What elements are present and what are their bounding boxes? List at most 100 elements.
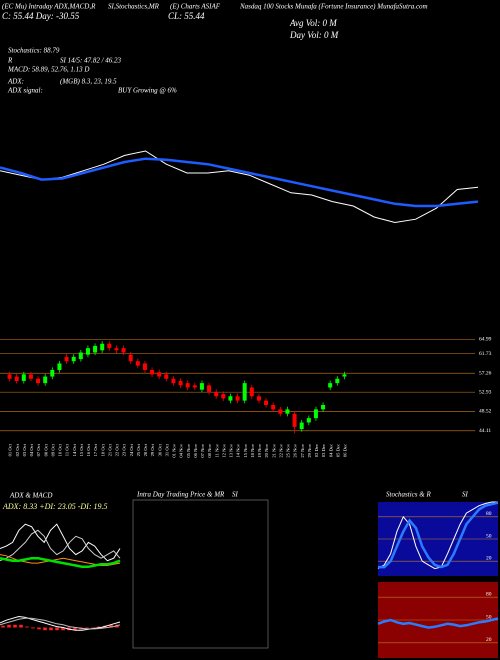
candle-body (50, 370, 55, 377)
x-tick-label: 12 Nov (221, 443, 226, 457)
x-tick-label: 11 Oct (65, 443, 70, 456)
y-tick-label: 64.99 (479, 337, 492, 343)
candle-body (107, 343, 112, 349)
stat-text: (MGB) 8.3, 23, 19.5 (60, 78, 117, 86)
histogram-bar (73, 627, 77, 631)
histogram-bar (31, 627, 35, 629)
candle-body (185, 383, 190, 388)
x-tick-label: 22 Oct (115, 443, 120, 456)
header-title: (EC Mu) Intraday ADX,MACD,R (2, 3, 96, 11)
candle-body (306, 418, 311, 423)
panel-subtitle: ADX: 8.33 +DI: 23.05 -DI: 19.5 (2, 502, 108, 511)
x-tick-label: 19 Nov (257, 443, 262, 457)
x-tick-label: 24 Oct (129, 443, 134, 456)
x-tick-label: 06 Nov (193, 443, 198, 457)
header-title: Nasdaq 100 Stocks Munafa (Fortune Insura… (239, 3, 428, 11)
series-line (0, 523, 121, 562)
candle-body (335, 378, 340, 384)
x-tick-label: 15 Nov (243, 443, 248, 457)
candle-body (299, 422, 304, 430)
panel-title: Stochastics & R (386, 491, 431, 499)
candle-body (64, 356, 69, 362)
x-tick-label: 30 Oct (157, 443, 162, 456)
y-tick-label: 80 (486, 511, 492, 517)
candle-body (249, 387, 254, 397)
candle-body (121, 348, 126, 353)
x-tick-label: 02 Oct (15, 443, 20, 456)
x-tick-label: 17 Oct (93, 443, 98, 456)
x-tick-label: 02 Dec (314, 444, 319, 457)
header-title: (E) Charts ASIAF (170, 3, 221, 11)
x-tick-label: 22 Nov (278, 443, 283, 457)
candle-body (321, 405, 326, 410)
candle-body (192, 385, 197, 388)
candle-body (264, 400, 269, 405)
histogram-bar (7, 624, 11, 628)
x-tick-label: 21 Oct (107, 443, 112, 456)
close-text: C: 55.44 Day: -30.55 (2, 11, 80, 21)
candle-body (43, 376, 48, 384)
y-tick-label: 52.93 (479, 389, 492, 395)
stat-text: ADX: (7, 78, 24, 86)
x-tick-label: 04 Nov (179, 443, 184, 457)
panel-box (132, 499, 269, 649)
x-tick-label: 04 Oct (29, 443, 34, 456)
candle-body (278, 409, 283, 414)
x-tick-label: 05 Dec (335, 444, 340, 457)
series-line (377, 617, 499, 629)
candle-body (164, 374, 169, 379)
x-tick-label: 01 Oct (8, 443, 13, 456)
candle-body (7, 374, 12, 379)
candle-body (71, 356, 76, 362)
series-line (0, 529, 121, 562)
stat-text: ADX signal: (7, 87, 43, 95)
cl-text: CL: 55.44 (168, 11, 205, 21)
x-tick-label: 15 Oct (79, 443, 84, 456)
candle-body (128, 354, 133, 362)
candle-body (328, 383, 333, 388)
x-tick-label: 18 Nov (250, 443, 255, 457)
histogram-bar (13, 624, 17, 628)
candle-body (242, 383, 247, 401)
candle-body (150, 370, 155, 375)
x-tick-label: 08 Nov (207, 443, 212, 457)
candle-body (57, 363, 62, 370)
x-tick-label: 23 Oct (122, 443, 127, 456)
candle-body (14, 376, 19, 381)
candle-body (93, 345, 98, 353)
x-tick-label: 13 Nov (229, 443, 234, 457)
x-tick-label: 07 Oct (36, 443, 41, 456)
y-tick-label: 48.52 (479, 409, 492, 415)
x-tick-label: 26 Nov (293, 443, 298, 457)
y-tick-label: 80 (486, 591, 492, 597)
x-tick-label: 27 Nov (300, 443, 305, 457)
series-line (0, 157, 479, 208)
candle-body (157, 372, 162, 377)
candle-body (178, 380, 183, 386)
y-tick-label: 61.73 (479, 351, 492, 357)
x-tick-label: 25 Nov (286, 443, 291, 457)
candle-body (142, 363, 147, 370)
candle-body (313, 409, 318, 419)
x-tick-label: 14 Oct (72, 443, 77, 456)
histogram-bar (1, 625, 5, 628)
candle-body (114, 348, 119, 351)
series-line (0, 615, 121, 631)
x-tick-label: 18 Oct (100, 443, 105, 456)
histogram-bar (61, 627, 65, 631)
x-tick-label: 28 Oct (143, 443, 148, 456)
y-tick-label: 20 (486, 555, 492, 561)
histogram-bar (37, 627, 41, 630)
candle-body (85, 348, 90, 355)
candle-body (292, 413, 297, 427)
candle-body (256, 396, 261, 401)
stat-text: R (7, 57, 13, 65)
x-tick-label: 25 Oct (136, 443, 141, 456)
series-line (378, 501, 499, 569)
x-tick-label: 08 Oct (43, 443, 48, 456)
candle-body (342, 374, 347, 377)
series-line (0, 617, 121, 630)
y-tick-label: 44.11 (479, 428, 491, 434)
candle-body (285, 409, 290, 414)
x-tick-label: 03 Oct (22, 443, 27, 456)
